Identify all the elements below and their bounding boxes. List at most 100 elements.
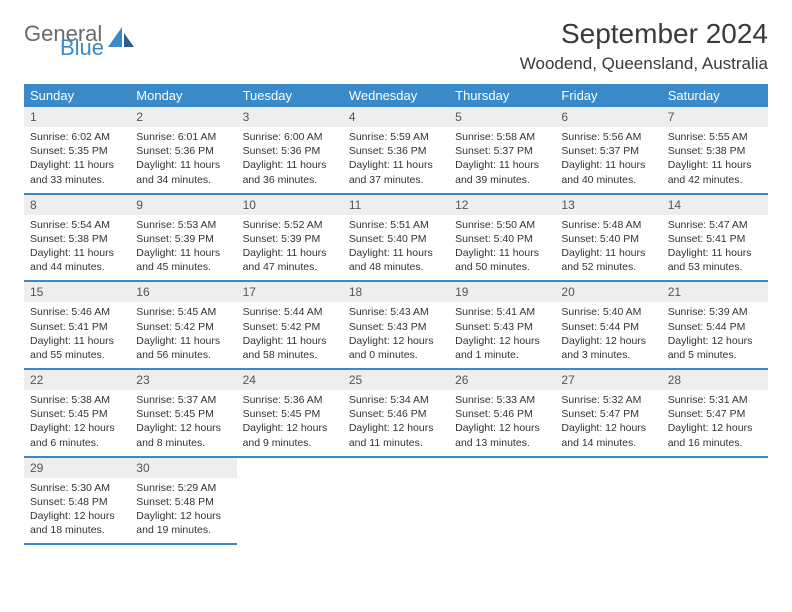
day-number: 22 [24, 370, 130, 390]
daylight-line: Daylight: 11 hours and 52 minutes. [561, 246, 655, 274]
sunrise-line: Sunrise: 5:53 AM [136, 218, 230, 232]
col-saturday: Saturday [662, 84, 768, 107]
sunset-line: Sunset: 5:39 PM [243, 232, 337, 246]
day-cell: 21Sunrise: 5:39 AMSunset: 5:44 PMDayligh… [662, 281, 768, 369]
day-body: Sunrise: 5:38 AMSunset: 5:45 PMDaylight:… [24, 390, 130, 456]
day-number: 30 [130, 458, 236, 478]
daylight-line: Daylight: 12 hours and 19 minutes. [136, 509, 230, 537]
sunset-line: Sunset: 5:43 PM [455, 320, 549, 334]
day-body: Sunrise: 5:33 AMSunset: 5:46 PMDaylight:… [449, 390, 555, 456]
title-block: September 2024 Woodend, Queensland, Aust… [520, 18, 768, 74]
day-number: 9 [130, 195, 236, 215]
day-body: Sunrise: 5:48 AMSunset: 5:40 PMDaylight:… [555, 215, 661, 281]
daylight-line: Daylight: 11 hours and 37 minutes. [349, 158, 443, 186]
day-number: 4 [343, 107, 449, 127]
sunset-line: Sunset: 5:41 PM [668, 232, 762, 246]
sunset-line: Sunset: 5:45 PM [243, 407, 337, 421]
day-number: 8 [24, 195, 130, 215]
sunset-line: Sunset: 5:38 PM [668, 144, 762, 158]
sunset-line: Sunset: 5:47 PM [668, 407, 762, 421]
sunrise-line: Sunrise: 5:44 AM [243, 305, 337, 319]
day-body: Sunrise: 5:51 AMSunset: 5:40 PMDaylight:… [343, 215, 449, 281]
sunrise-line: Sunrise: 5:54 AM [30, 218, 124, 232]
sunrise-line: Sunrise: 5:55 AM [668, 130, 762, 144]
day-cell: 22Sunrise: 5:38 AMSunset: 5:45 PMDayligh… [24, 369, 130, 457]
day-number: 6 [555, 107, 661, 127]
day-cell: 20Sunrise: 5:40 AMSunset: 5:44 PMDayligh… [555, 281, 661, 369]
sunrise-line: Sunrise: 5:33 AM [455, 393, 549, 407]
week-row: 22Sunrise: 5:38 AMSunset: 5:45 PMDayligh… [24, 369, 768, 457]
day-cell: 18Sunrise: 5:43 AMSunset: 5:43 PMDayligh… [343, 281, 449, 369]
daylight-line: Daylight: 12 hours and 8 minutes. [136, 421, 230, 449]
sunset-line: Sunset: 5:41 PM [30, 320, 124, 334]
daylight-line: Daylight: 11 hours and 40 minutes. [561, 158, 655, 186]
day-cell: 24Sunrise: 5:36 AMSunset: 5:45 PMDayligh… [237, 369, 343, 457]
day-body: Sunrise: 5:37 AMSunset: 5:45 PMDaylight:… [130, 390, 236, 456]
daylight-line: Daylight: 12 hours and 13 minutes. [455, 421, 549, 449]
daylight-line: Daylight: 12 hours and 5 minutes. [668, 334, 762, 362]
sunrise-line: Sunrise: 5:52 AM [243, 218, 337, 232]
daylight-line: Daylight: 12 hours and 3 minutes. [561, 334, 655, 362]
day-body: Sunrise: 5:41 AMSunset: 5:43 PMDaylight:… [449, 302, 555, 368]
sunset-line: Sunset: 5:37 PM [561, 144, 655, 158]
sunrise-line: Sunrise: 5:30 AM [30, 481, 124, 495]
daylight-line: Daylight: 11 hours and 47 minutes. [243, 246, 337, 274]
sunrise-line: Sunrise: 5:41 AM [455, 305, 549, 319]
day-header-row: Sunday Monday Tuesday Wednesday Thursday… [24, 84, 768, 107]
day-body: Sunrise: 5:44 AMSunset: 5:42 PMDaylight:… [237, 302, 343, 368]
header: General Blue September 2024 Woodend, Que… [24, 18, 768, 74]
day-body: Sunrise: 5:36 AMSunset: 5:45 PMDaylight:… [237, 390, 343, 456]
day-number: 13 [555, 195, 661, 215]
sunset-line: Sunset: 5:42 PM [136, 320, 230, 334]
day-cell [237, 457, 343, 545]
day-body: Sunrise: 5:50 AMSunset: 5:40 PMDaylight:… [449, 215, 555, 281]
day-body: Sunrise: 5:52 AMSunset: 5:39 PMDaylight:… [237, 215, 343, 281]
day-body: Sunrise: 5:29 AMSunset: 5:48 PMDaylight:… [130, 478, 236, 544]
sunset-line: Sunset: 5:46 PM [455, 407, 549, 421]
col-tuesday: Tuesday [237, 84, 343, 107]
day-number: 28 [662, 370, 768, 390]
sunset-line: Sunset: 5:48 PM [136, 495, 230, 509]
day-number: 18 [343, 282, 449, 302]
sunset-line: Sunset: 5:45 PM [30, 407, 124, 421]
day-number: 23 [130, 370, 236, 390]
day-cell: 11Sunrise: 5:51 AMSunset: 5:40 PMDayligh… [343, 194, 449, 282]
day-number: 10 [237, 195, 343, 215]
sunrise-line: Sunrise: 5:34 AM [349, 393, 443, 407]
sunrise-line: Sunrise: 5:29 AM [136, 481, 230, 495]
sunrise-line: Sunrise: 5:43 AM [349, 305, 443, 319]
sunset-line: Sunset: 5:40 PM [455, 232, 549, 246]
calendar-body: 1Sunrise: 6:02 AMSunset: 5:35 PMDaylight… [24, 107, 768, 544]
day-cell: 9Sunrise: 5:53 AMSunset: 5:39 PMDaylight… [130, 194, 236, 282]
sunset-line: Sunset: 5:42 PM [243, 320, 337, 334]
sunrise-line: Sunrise: 5:48 AM [561, 218, 655, 232]
sunrise-line: Sunrise: 5:31 AM [668, 393, 762, 407]
day-body: Sunrise: 6:01 AMSunset: 5:36 PMDaylight:… [130, 127, 236, 193]
col-wednesday: Wednesday [343, 84, 449, 107]
day-body: Sunrise: 5:30 AMSunset: 5:48 PMDaylight:… [24, 478, 130, 544]
day-body: Sunrise: 5:46 AMSunset: 5:41 PMDaylight:… [24, 302, 130, 368]
daylight-line: Daylight: 11 hours and 33 minutes. [30, 158, 124, 186]
day-cell: 16Sunrise: 5:45 AMSunset: 5:42 PMDayligh… [130, 281, 236, 369]
day-cell: 25Sunrise: 5:34 AMSunset: 5:46 PMDayligh… [343, 369, 449, 457]
day-cell: 15Sunrise: 5:46 AMSunset: 5:41 PMDayligh… [24, 281, 130, 369]
day-body: Sunrise: 5:34 AMSunset: 5:46 PMDaylight:… [343, 390, 449, 456]
day-body: Sunrise: 5:45 AMSunset: 5:42 PMDaylight:… [130, 302, 236, 368]
day-number: 7 [662, 107, 768, 127]
daylight-line: Daylight: 12 hours and 16 minutes. [668, 421, 762, 449]
day-body: Sunrise: 5:47 AMSunset: 5:41 PMDaylight:… [662, 215, 768, 281]
daylight-line: Daylight: 12 hours and 0 minutes. [349, 334, 443, 362]
day-number: 24 [237, 370, 343, 390]
daylight-line: Daylight: 12 hours and 18 minutes. [30, 509, 124, 537]
day-cell: 17Sunrise: 5:44 AMSunset: 5:42 PMDayligh… [237, 281, 343, 369]
sunset-line: Sunset: 5:36 PM [349, 144, 443, 158]
day-number: 20 [555, 282, 661, 302]
day-number: 19 [449, 282, 555, 302]
sunset-line: Sunset: 5:36 PM [136, 144, 230, 158]
sunrise-line: Sunrise: 6:00 AM [243, 130, 337, 144]
col-sunday: Sunday [24, 84, 130, 107]
day-cell: 2Sunrise: 6:01 AMSunset: 5:36 PMDaylight… [130, 107, 236, 194]
day-body: Sunrise: 5:53 AMSunset: 5:39 PMDaylight:… [130, 215, 236, 281]
sunset-line: Sunset: 5:40 PM [561, 232, 655, 246]
sunset-line: Sunset: 5:47 PM [561, 407, 655, 421]
